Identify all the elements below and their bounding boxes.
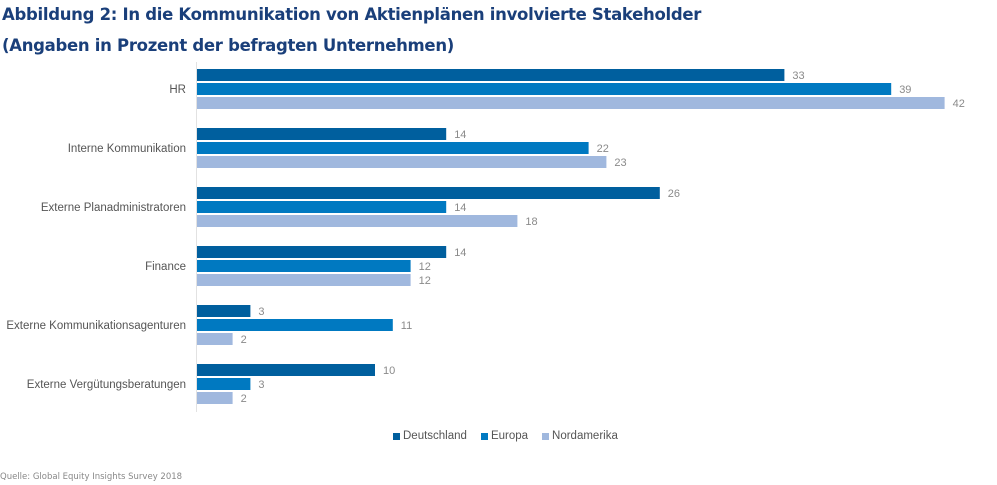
data-label: 14 (454, 202, 466, 214)
data-label: 33 (792, 70, 804, 82)
bar-europa (197, 378, 251, 390)
legend-item-deutschland: Deutschland (393, 430, 467, 442)
category-label: Finance (145, 261, 186, 273)
data-label: 26 (668, 188, 680, 200)
category-label: Externe Planadministratoren (41, 202, 186, 214)
bar-deutschland (197, 364, 375, 376)
data-label: 22 (597, 143, 609, 155)
data-label: 12 (419, 261, 431, 273)
bar-nordamerika (197, 392, 233, 404)
bar-deutschland (197, 69, 785, 81)
category-label: Externe Vergütungsberatungen (27, 379, 186, 391)
legend-swatch (393, 432, 400, 440)
category-label: Externe Kommunikationsagenturen (6, 320, 186, 332)
legend-item-nordamerika: Nordamerika (542, 430, 618, 442)
data-label: 2 (241, 334, 247, 346)
data-label: 3 (258, 306, 264, 318)
data-label: 23 (614, 157, 626, 169)
bar-europa (197, 142, 589, 154)
data-label: 12 (419, 275, 431, 287)
bar-deutschland (197, 305, 251, 317)
bar-nordamerika (197, 156, 607, 168)
data-label: 2 (241, 393, 247, 405)
bar-europa (197, 260, 411, 272)
category-label: HR (169, 84, 186, 96)
data-label: 18 (525, 216, 537, 228)
data-label: 11 (401, 320, 412, 332)
bar-nordamerika (197, 274, 411, 286)
category-label: Interne Kommunikation (68, 143, 186, 155)
bar-deutschland (197, 187, 660, 199)
legend-label: Europa (490, 430, 529, 442)
legend-swatch (542, 432, 550, 440)
legend-item-europa: Europa (480, 430, 529, 442)
chart-title: Abbildung 2: In die Kommunikation von Ak… (2, 5, 702, 24)
data-label: 14 (454, 129, 466, 141)
data-label: 42 (953, 98, 965, 110)
data-label: 39 (899, 84, 911, 96)
bar-nordamerika (197, 215, 518, 227)
legend: Deutschland Europa Nordamerika (393, 430, 618, 442)
legend-swatch (480, 432, 488, 440)
data-label: 10 (383, 365, 395, 377)
legend-label: Deutschland (403, 430, 467, 442)
bar-deutschland (197, 128, 447, 140)
bar-nordamerika (197, 97, 945, 109)
bar-europa (197, 319, 393, 331)
bar-europa (197, 83, 892, 95)
bar-nordamerika (197, 333, 233, 345)
chart-subtitle: (Angaben in Prozent der befragten Untern… (2, 36, 455, 55)
data-label: 3 (258, 379, 264, 391)
data-label: 14 (454, 247, 466, 259)
source-note: Quelle: Global Equity Insights Survey 20… (0, 472, 183, 482)
bar-europa (197, 201, 447, 213)
bar-deutschland (197, 246, 447, 258)
legend-label: Nordamerika (552, 430, 618, 442)
